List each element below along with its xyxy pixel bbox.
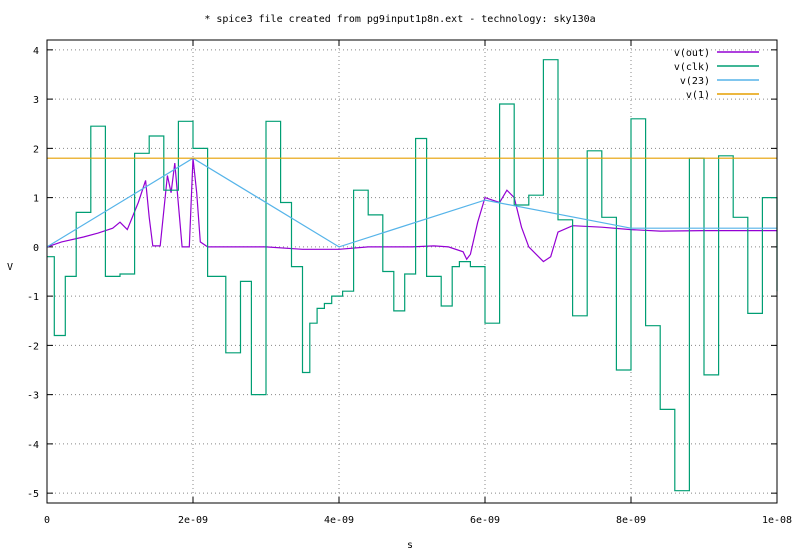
y-tick-label: 3 xyxy=(33,95,39,106)
series-line-v-clk xyxy=(47,59,778,492)
x-tick-label: 6e-09 xyxy=(470,515,500,526)
series-line-v-out xyxy=(46,158,777,263)
x-tick-label: 8e-09 xyxy=(616,515,646,526)
y-tick-label: 1 xyxy=(33,194,39,205)
y-tick-label: 4 xyxy=(33,46,39,57)
y-tick-label: -1 xyxy=(27,292,39,303)
x-axis-label: s xyxy=(407,540,413,551)
y-tick-label: -4 xyxy=(27,440,39,451)
x-tick-label: 1e-08 xyxy=(762,515,792,526)
x-tick-label: 4e-09 xyxy=(324,515,354,526)
y-tick-label: -2 xyxy=(27,341,39,352)
x-tick-label: 2e-09 xyxy=(178,515,208,526)
legend-label: v(1) xyxy=(686,90,710,101)
plot-frame xyxy=(46,39,778,504)
legend-label: v(23) xyxy=(680,76,710,87)
y-tick-label: 0 xyxy=(33,243,39,254)
legend-label: v(out) xyxy=(674,48,710,59)
y-axis-label: V xyxy=(7,262,13,273)
chart-title: * spice3 file created from pg9input1p8n.… xyxy=(204,14,595,25)
y-tick-label: 2 xyxy=(33,144,39,155)
y-tick-label: -5 xyxy=(27,489,39,500)
series-line-v-23 xyxy=(46,157,777,248)
y-tick-label: -3 xyxy=(27,391,39,402)
legend-label: v(clk) xyxy=(674,62,710,73)
x-tick-label: 0 xyxy=(44,515,50,526)
